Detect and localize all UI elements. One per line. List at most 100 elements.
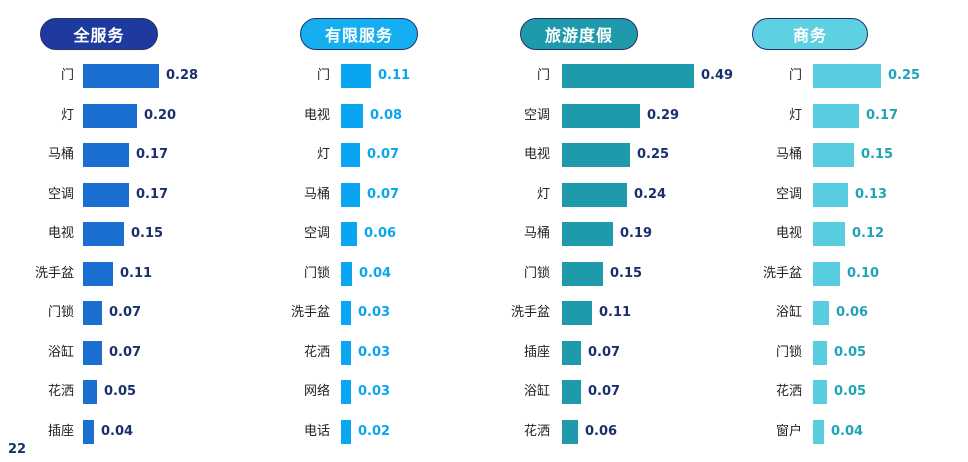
category-label: 门 <box>60 68 74 83</box>
data-label: 0.03 <box>358 384 391 399</box>
category-label: 电视 <box>303 108 330 123</box>
category-label: 马桶 <box>47 147 74 162</box>
category-label-wrap: 电视 <box>730 222 802 246</box>
category-label: 门 <box>788 68 802 83</box>
bar <box>562 183 627 207</box>
bar <box>562 143 630 167</box>
category-label: 门锁 <box>47 305 74 320</box>
category-label-wrap: 洗手盆 <box>260 301 330 325</box>
category-label: 洗手盆 <box>34 266 74 281</box>
category-label-wrap: 灯 <box>0 104 74 128</box>
bar <box>813 222 845 246</box>
chart-panel-2: 有限服务门 0.11 电视 0.08 灯 0.07 马桶 0.07 空调 0.06 门锁 0.04 洗手… <box>260 0 490 462</box>
category-label-wrap: 电视 <box>480 143 550 167</box>
category-label: 电话 <box>303 424 330 439</box>
chart-title-pill: 有限服务 <box>300 18 418 50</box>
category-label-wrap: 花洒 <box>730 380 802 404</box>
data-label: 0.02 <box>358 424 391 439</box>
bar <box>83 301 102 325</box>
category-label: 空调 <box>303 226 330 241</box>
chart-title-pill: 全服务 <box>40 18 158 50</box>
category-label-wrap: 灯 <box>480 183 550 207</box>
data-label: 0.25 <box>637 147 670 162</box>
category-label-wrap: 洗手盆 <box>730 262 802 286</box>
category-label-wrap: 门 <box>0 64 74 88</box>
category-label: 灯 <box>60 108 74 123</box>
data-label: 0.17 <box>136 187 169 202</box>
category-label: 马桶 <box>523 226 550 241</box>
bar <box>562 104 640 128</box>
category-label: 空调 <box>523 108 550 123</box>
data-label: 0.11 <box>120 266 153 281</box>
bar <box>83 420 94 444</box>
bar <box>83 183 129 207</box>
bar <box>83 341 102 365</box>
category-label: 浴缸 <box>47 345 74 360</box>
bar <box>562 420 578 444</box>
category-label-wrap: 空调 <box>480 104 550 128</box>
bar <box>813 183 848 207</box>
category-label-wrap: 马桶 <box>260 183 330 207</box>
data-label: 0.11 <box>599 305 632 320</box>
bar <box>341 262 352 286</box>
category-label-wrap: 马桶 <box>480 222 550 246</box>
bar <box>341 104 363 128</box>
chart-title-pill: 旅游度假 <box>520 18 638 50</box>
category-label: 马桶 <box>775 147 802 162</box>
category-label-wrap: 浴缸 <box>730 301 802 325</box>
category-label: 空调 <box>47 187 74 202</box>
bar <box>562 341 581 365</box>
data-label: 0.11 <box>378 68 411 83</box>
bar <box>562 222 613 246</box>
category-label-wrap: 浴缸 <box>0 341 74 365</box>
category-label: 浴缸 <box>523 384 550 399</box>
bar <box>341 341 351 365</box>
bar <box>341 222 357 246</box>
data-label: 0.06 <box>364 226 397 241</box>
category-label-wrap: 网络 <box>260 380 330 404</box>
category-label-wrap: 门 <box>730 64 802 88</box>
data-label: 0.05 <box>834 345 867 360</box>
category-label: 花洒 <box>523 424 550 439</box>
category-label-wrap: 门 <box>480 64 550 88</box>
bar <box>83 64 159 88</box>
category-label-wrap: 电视 <box>260 104 330 128</box>
category-label: 门锁 <box>523 266 550 281</box>
data-label: 0.05 <box>104 384 137 399</box>
category-label-wrap: 门锁 <box>730 341 802 365</box>
data-label: 0.06 <box>836 305 869 320</box>
category-label: 洗手盆 <box>290 305 330 320</box>
category-label-wrap: 电话 <box>260 420 330 444</box>
data-label: 0.07 <box>109 345 142 360</box>
category-label-wrap: 插座 <box>480 341 550 365</box>
data-label: 0.24 <box>634 187 667 202</box>
category-label: 门锁 <box>775 345 802 360</box>
category-label: 网络 <box>303 384 330 399</box>
category-label-wrap: 马桶 <box>0 143 74 167</box>
data-label: 0.25 <box>888 68 921 83</box>
category-label-wrap: 空调 <box>260 222 330 246</box>
category-label: 电视 <box>523 147 550 162</box>
bar <box>83 104 137 128</box>
category-label-wrap: 空调 <box>0 183 74 207</box>
category-label-wrap: 灯 <box>730 104 802 128</box>
category-label-wrap: 浴缸 <box>480 380 550 404</box>
category-label: 电视 <box>47 226 74 241</box>
chart-title-pill: 商务 <box>752 18 868 50</box>
category-label: 门 <box>316 68 330 83</box>
data-label: 0.05 <box>834 384 867 399</box>
data-label: 0.28 <box>166 68 199 83</box>
data-label: 0.07 <box>367 187 400 202</box>
bar <box>341 380 351 404</box>
category-label: 插座 <box>523 345 550 360</box>
bar <box>341 183 360 207</box>
category-label-wrap: 灯 <box>260 143 330 167</box>
data-label: 0.17 <box>136 147 169 162</box>
data-label: 0.03 <box>358 345 391 360</box>
category-label: 灯 <box>788 108 802 123</box>
data-label: 0.07 <box>588 384 621 399</box>
data-label: 0.29 <box>647 108 680 123</box>
category-label: 门 <box>536 68 550 83</box>
data-label: 0.15 <box>610 266 643 281</box>
category-label: 洗手盆 <box>510 305 550 320</box>
